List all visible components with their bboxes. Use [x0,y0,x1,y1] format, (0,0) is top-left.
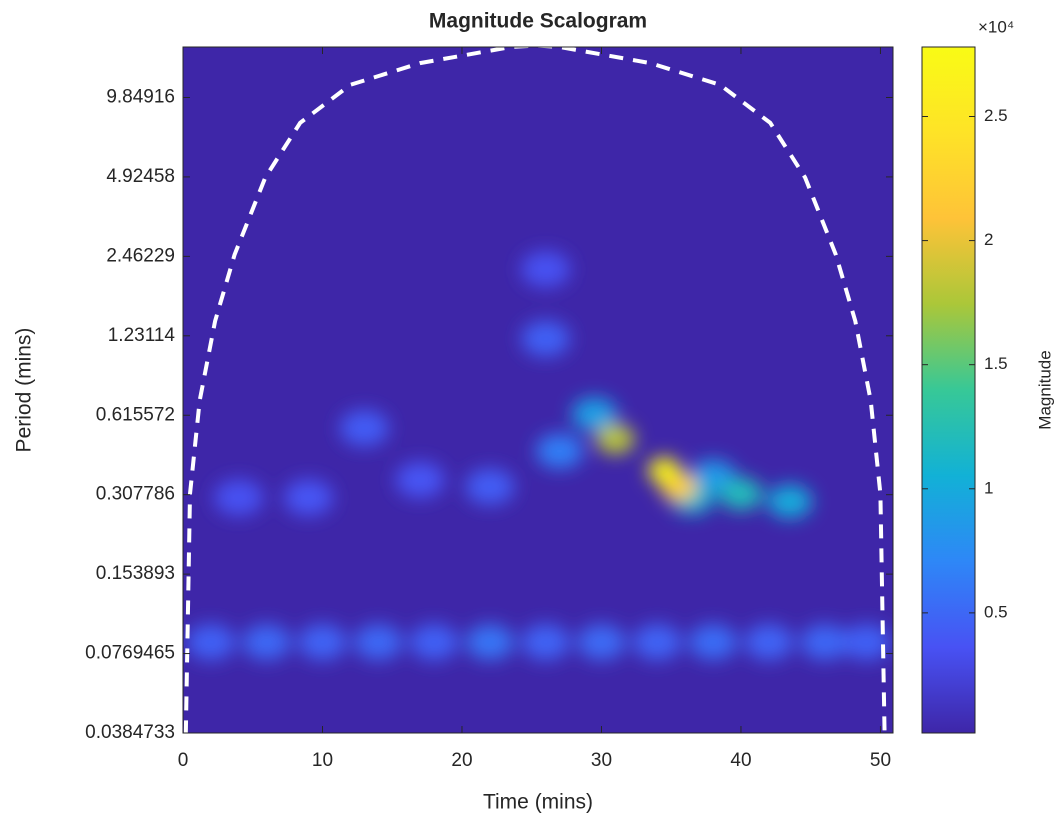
y-tick-label: 2.46229 [106,245,175,266]
x-axis-label: Time (mins) [483,791,593,814]
colorbar [921,46,976,734]
hotspot [283,479,334,516]
y-tick-label: 0.153893 [96,563,175,584]
hotspot [242,624,291,661]
x-tick-label: 0 [178,750,189,771]
overlay [183,47,887,733]
hotspot [744,624,794,661]
hotspot [298,624,347,661]
chart-title: Magnitude Scalogram [429,10,647,33]
hotspot [339,410,389,447]
y-tick-label: 0.0384733 [85,722,175,743]
hotspot [214,479,264,516]
y-tick-label: 9.84916 [106,86,175,107]
hotspot [521,624,570,661]
colorbar-tick-label: 1 [984,478,993,497]
x-tick-label: 30 [591,750,612,771]
hotspot [521,320,571,357]
hotspot [535,433,584,469]
hotspot [632,624,682,661]
y-tick-label: 0.307786 [96,484,175,505]
colorbar-tick-label: 0.5 [984,602,1008,621]
x-tick-label: 50 [870,750,891,771]
colorbar-tick-label: 1.5 [984,354,1008,373]
hotspot [409,624,459,661]
x-tick-label: 10 [312,750,333,771]
hotspot [465,624,514,660]
axes-box [182,46,894,734]
heatmap [186,250,891,661]
hotspot [800,624,849,661]
hotspot [842,624,891,661]
colorbar-tick-label: 2.5 [984,106,1008,125]
x-tick-label: 40 [730,750,751,771]
y-tick-label: 1.23114 [108,325,176,346]
hotspot [395,461,445,499]
hotspot [647,457,681,484]
hotspot [767,484,813,519]
hotspot [719,477,763,511]
y-axis-label: Period (mins) [13,328,36,453]
hotspot [571,397,618,432]
y-tick-label: 4.92458 [106,166,175,187]
hotspot [186,624,236,661]
hotspot [688,624,738,661]
hotspot [520,250,571,288]
x-tick-label: 20 [451,750,472,771]
hotspot [465,468,515,505]
y-tick-label: 0.0769465 [85,643,175,664]
hotspot [577,624,626,661]
hotspot [354,624,403,661]
colorbar-exponent: ×10⁴ [978,17,1014,36]
cone-of-influence [183,47,887,733]
hotspot [595,423,635,455]
colorbar-tick-label: 2 [984,230,993,249]
y-tick-label: 0.615572 [96,404,175,425]
plot-background [183,47,893,733]
colorbar-label: Magnitude [1035,350,1054,429]
